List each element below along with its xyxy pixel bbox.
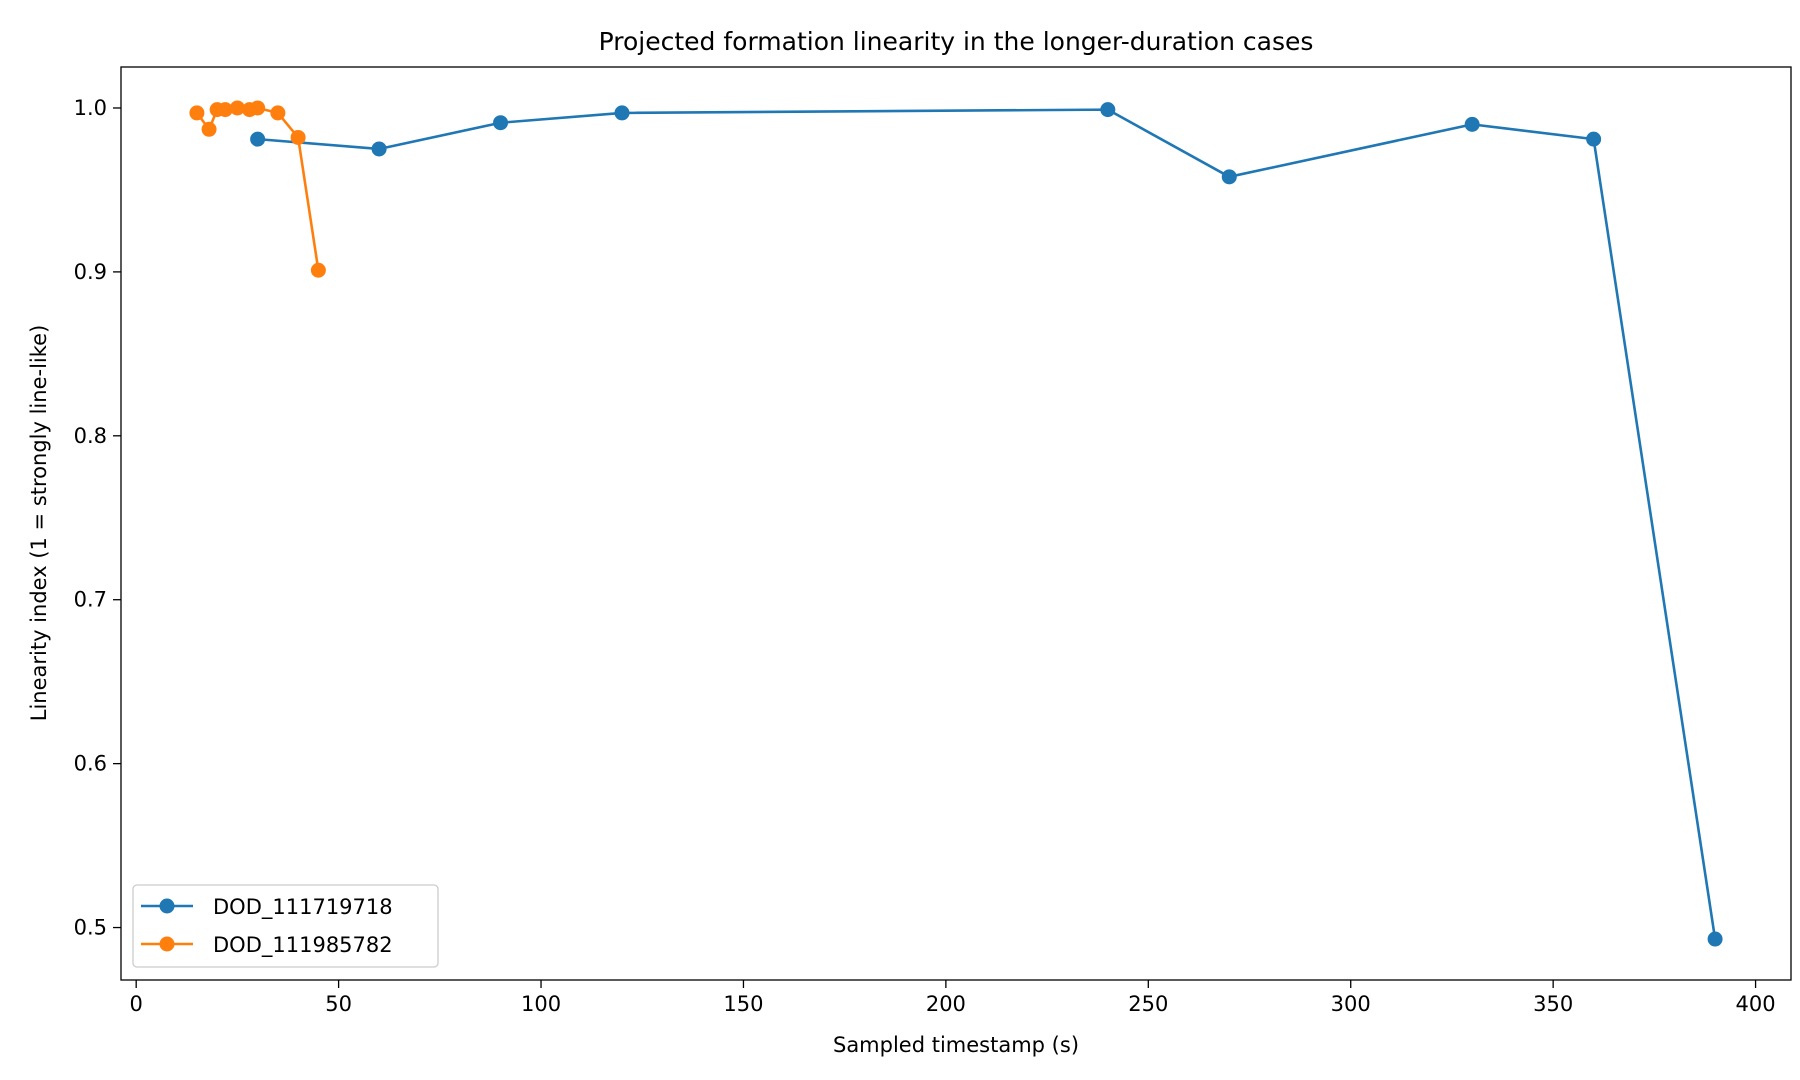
- chart-title: Projected formation linearity in the lon…: [599, 27, 1314, 56]
- x-tick-label: 400: [1736, 992, 1776, 1016]
- data-point: [1707, 931, 1723, 947]
- x-tick-label: 350: [1533, 992, 1573, 1016]
- data-point: [371, 141, 387, 157]
- y-axis-ticks: 0.5 0.6 0.7 0.8 0.9 1.0: [74, 96, 121, 940]
- data-point: [250, 131, 266, 147]
- data-point: [270, 105, 286, 121]
- series-group: [189, 100, 1723, 947]
- legend-label: DOD_111719718: [213, 895, 393, 920]
- legend-box: [132, 884, 439, 968]
- x-tick-label: 200: [926, 992, 966, 1016]
- legend-marker: [159, 936, 175, 952]
- data-point: [290, 129, 306, 145]
- y-tick-label: 1.0: [74, 96, 107, 120]
- x-axis-ticks: 0 50 100 150 200 250 300 350 400: [129, 980, 1776, 1016]
- y-tick-label: 0.7: [74, 588, 107, 612]
- x-tick-label: 0: [129, 992, 142, 1016]
- plot-frame: [120, 66, 1792, 981]
- x-tick-label: 300: [1331, 992, 1371, 1016]
- y-axis-label: Linearity index (1 = strongly line-like): [27, 325, 51, 722]
- y-tick-label: 0.8: [74, 424, 107, 448]
- x-tick-label: 50: [325, 992, 352, 1016]
- data-point: [614, 105, 630, 121]
- legend-marker: [159, 898, 175, 914]
- data-point: [1221, 169, 1237, 185]
- x-tick-label: 150: [723, 992, 763, 1016]
- data-point: [1464, 116, 1480, 132]
- y-tick-label: 0.6: [74, 752, 107, 776]
- data-point: [217, 102, 233, 118]
- legend: DOD_111719718 DOD_111985782: [132, 884, 439, 968]
- legend-label: DOD_111985782: [213, 933, 393, 958]
- data-point: [250, 100, 266, 116]
- data-point: [201, 121, 217, 137]
- series-2: [189, 100, 326, 278]
- x-tick-label: 100: [521, 992, 561, 1016]
- y-tick-label: 0.9: [74, 260, 107, 284]
- data-point: [1100, 102, 1116, 118]
- data-point: [189, 105, 205, 121]
- series-1: [250, 102, 1723, 947]
- data-point: [229, 100, 245, 116]
- x-axis-label: Sampled timestamp (s): [833, 1033, 1079, 1057]
- data-point: [310, 262, 326, 278]
- data-point: [493, 115, 509, 131]
- x-tick-label: 250: [1128, 992, 1168, 1016]
- data-point: [1586, 131, 1602, 147]
- y-tick-label: 0.5: [74, 916, 107, 940]
